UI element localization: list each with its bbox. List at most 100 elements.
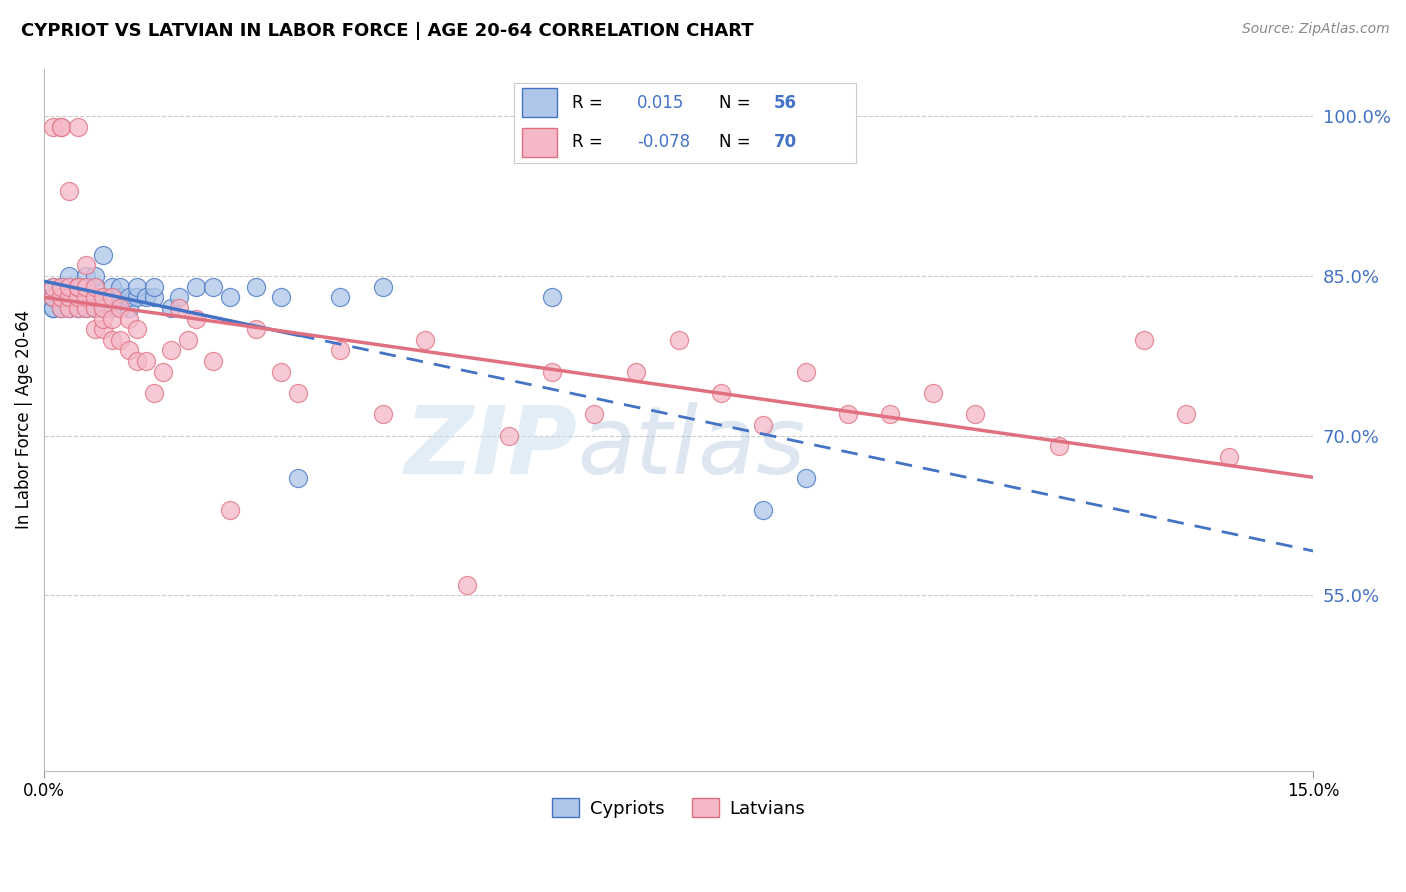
Point [540, 365, 562, 379]
Point [270, 290, 292, 304]
Point [75, 301, 97, 315]
Point [245, 279, 267, 293]
Point [49, 290, 72, 304]
Point [49, 279, 72, 293]
Point [58, 279, 80, 293]
Point [58, 290, 80, 304]
Point [143, 290, 166, 304]
Point [710, 386, 733, 401]
Point [41, 279, 63, 293]
Point [371, 279, 394, 293]
Point [626, 365, 648, 379]
Point [49, 120, 72, 134]
Y-axis label: In Labor Force | Age 20-64: In Labor Force | Age 20-64 [15, 310, 32, 529]
Point [66, 290, 89, 304]
Point [879, 407, 901, 421]
Point [66, 279, 89, 293]
Point [41, 301, 63, 315]
Point [135, 290, 157, 304]
Text: CYPRIOT VS LATVIAN IN LABOR FORCE | AGE 20-64 CORRELATION CHART: CYPRIOT VS LATVIAN IN LABOR FORCE | AGE … [21, 22, 754, 40]
Point [58, 290, 80, 304]
Point [202, 354, 225, 368]
Legend: Cypriots, Latvians: Cypriots, Latvians [546, 791, 813, 825]
Point [41, 120, 63, 134]
Point [413, 333, 436, 347]
Point [101, 301, 124, 315]
Point [49, 120, 72, 134]
Text: atlas: atlas [576, 402, 806, 493]
Point [75, 279, 97, 293]
Point [219, 503, 242, 517]
Point [169, 290, 191, 304]
Point [186, 279, 208, 293]
Point [118, 290, 141, 304]
Point [127, 322, 149, 336]
Point [49, 301, 72, 315]
Point [66, 279, 89, 293]
Point [58, 301, 80, 315]
Point [169, 301, 191, 315]
Point [143, 386, 166, 401]
Point [135, 354, 157, 368]
Point [58, 290, 80, 304]
Point [83, 290, 105, 304]
Point [245, 322, 267, 336]
Point [75, 290, 97, 304]
Point [41, 290, 63, 304]
Point [75, 290, 97, 304]
Point [101, 290, 124, 304]
Point [49, 279, 72, 293]
Point [127, 354, 149, 368]
Point [49, 301, 72, 315]
Point [83, 279, 105, 293]
Point [160, 301, 183, 315]
Point [58, 279, 80, 293]
Point [287, 471, 309, 485]
Point [752, 417, 775, 432]
Point [270, 365, 292, 379]
Point [58, 279, 80, 293]
Point [186, 311, 208, 326]
Point [127, 290, 149, 304]
Point [921, 386, 943, 401]
Point [75, 258, 97, 272]
Point [91, 248, 114, 262]
Point [118, 301, 141, 315]
Point [110, 333, 132, 347]
Point [101, 311, 124, 326]
Point [66, 279, 89, 293]
Point [41, 279, 63, 293]
Point [101, 290, 124, 304]
Point [49, 290, 72, 304]
Point [152, 365, 174, 379]
Point [794, 471, 817, 485]
Point [287, 386, 309, 401]
Point [456, 577, 478, 591]
Point [668, 333, 690, 347]
Point [371, 407, 394, 421]
Point [110, 279, 132, 293]
Point [75, 268, 97, 283]
Point [66, 120, 89, 134]
Point [177, 333, 200, 347]
Point [540, 290, 562, 304]
Point [91, 311, 114, 326]
Point [1049, 439, 1071, 453]
Point [75, 279, 97, 293]
Point [752, 503, 775, 517]
Point [329, 343, 352, 358]
Point [66, 279, 89, 293]
Point [49, 279, 72, 293]
Point [101, 333, 124, 347]
Point [110, 290, 132, 304]
Point [91, 290, 114, 304]
Point [1218, 450, 1240, 464]
Point [219, 290, 242, 304]
Point [160, 343, 183, 358]
Point [91, 290, 114, 304]
Point [58, 301, 80, 315]
Point [91, 301, 114, 315]
Point [91, 322, 114, 336]
Point [83, 301, 105, 315]
Point [75, 301, 97, 315]
